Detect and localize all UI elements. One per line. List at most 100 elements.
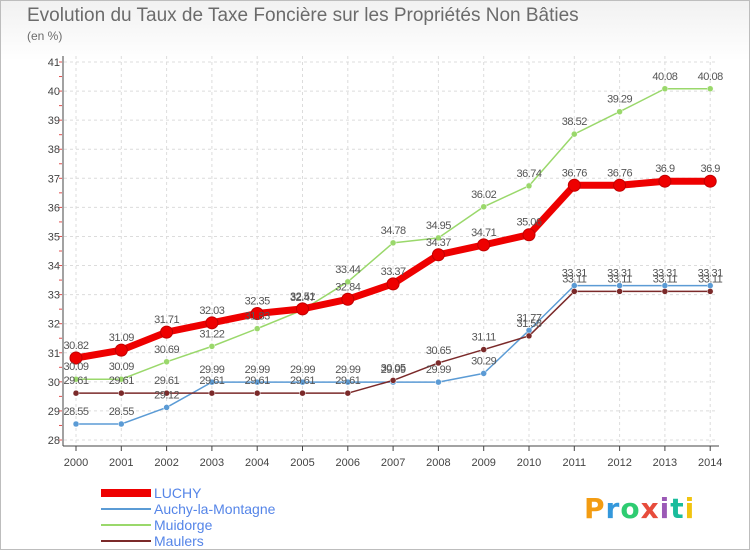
data-label: 28.55 xyxy=(63,406,88,418)
data-point xyxy=(389,239,397,247)
x-tick-label: 2002 xyxy=(154,457,178,469)
y-tick-label: 35 xyxy=(48,231,60,243)
x-tick-label: 2011 xyxy=(562,457,586,469)
data-label: 30.09 xyxy=(63,361,88,373)
data-point xyxy=(208,378,216,386)
data-point xyxy=(389,377,397,384)
data-point xyxy=(72,420,80,428)
data-label: 29.61 xyxy=(245,375,270,387)
data-point xyxy=(118,375,125,383)
data-point xyxy=(661,85,669,93)
data-point xyxy=(706,288,714,295)
data-label: 33.11 xyxy=(698,273,723,285)
x-tick-label: 2003 xyxy=(200,457,224,469)
logo-letter: i xyxy=(659,492,671,525)
logo-letter: P xyxy=(584,492,606,525)
data-label: 29.61 xyxy=(154,375,179,387)
x-tick-label: 2010 xyxy=(517,457,541,469)
data-label: 34.95 xyxy=(426,220,451,232)
chart-title: Evolution du Taux de Taxe Foncière sur l… xyxy=(27,5,579,26)
data-label: 29.61 xyxy=(109,375,134,387)
data-point xyxy=(118,389,125,397)
legend-swatch-auchy xyxy=(101,508,151,510)
data-label: 33.11 xyxy=(562,273,587,285)
data-point xyxy=(72,375,80,383)
data-point xyxy=(658,174,672,188)
data-point xyxy=(616,288,623,295)
data-label: 31.11 xyxy=(472,332,497,344)
legend-label: Auchy-la-Montagne xyxy=(154,501,276,517)
data-label: 32.47 xyxy=(290,292,315,304)
x-tick-label: 2005 xyxy=(290,457,314,469)
data-label: 29.61 xyxy=(290,375,315,387)
data-point xyxy=(480,370,487,377)
y-tick-label: 41 xyxy=(48,57,60,69)
legend-item-auchy[interactable]: Auchy-la-Montagne xyxy=(101,501,275,517)
data-label: 33.44 xyxy=(335,264,360,276)
data-point xyxy=(435,378,442,386)
data-point xyxy=(163,389,170,397)
data-label: 30.65 xyxy=(426,345,451,357)
data-label: 40.08 xyxy=(652,71,677,83)
legend-swatch-luchy xyxy=(101,489,151,497)
data-point xyxy=(250,307,264,321)
data-point xyxy=(296,302,309,316)
legend-label: LUCHY xyxy=(154,485,202,501)
data-point xyxy=(571,288,578,295)
data-point xyxy=(114,343,128,357)
data-label: 31.77 xyxy=(516,312,541,324)
data-label: 36.9 xyxy=(700,163,720,175)
y-tick-label: 38 xyxy=(48,144,60,156)
y-tick-label: 37 xyxy=(48,173,60,185)
y-tick-label: 36 xyxy=(48,202,60,214)
legend: LUCHY Auchy-la-Montagne Muidorge Maulers xyxy=(101,485,275,549)
data-point xyxy=(160,325,174,339)
data-label: 30.82 xyxy=(63,340,88,352)
data-point xyxy=(163,404,170,411)
data-point xyxy=(253,378,261,386)
x-tick-label: 2007 xyxy=(381,457,405,469)
chart-subtitle: (en %) xyxy=(27,29,63,43)
x-tick-label: 2001 xyxy=(109,457,133,469)
legend-label: Muidorge xyxy=(154,517,213,533)
y-tick-label: 28 xyxy=(48,435,60,447)
data-label: 31.58 xyxy=(516,318,541,330)
data-point xyxy=(571,130,578,138)
logo-letter: x xyxy=(640,492,660,525)
logo-letter: o xyxy=(620,492,641,525)
data-label: 31.71 xyxy=(154,314,179,326)
data-label: 29.99 xyxy=(335,364,360,376)
data-point xyxy=(480,346,487,353)
logo-letter: t xyxy=(670,492,685,525)
data-label: 33.31 xyxy=(652,268,677,280)
data-point xyxy=(431,248,445,262)
data-point xyxy=(344,278,352,286)
legend-item-luchy[interactable]: LUCHY xyxy=(101,485,275,501)
data-label: 29.99 xyxy=(426,364,451,376)
data-label: 40.08 xyxy=(698,71,723,83)
data-label: 36.76 xyxy=(607,167,632,179)
data-point xyxy=(435,359,442,367)
data-point xyxy=(205,316,219,330)
data-label: 32.03 xyxy=(199,305,224,317)
data-label: 28.55 xyxy=(109,406,134,418)
data-label: 30.05 xyxy=(381,362,406,374)
x-tick-label: 2004 xyxy=(245,457,269,469)
data-label: 34.71 xyxy=(471,227,496,239)
data-label: 32.84 xyxy=(335,281,360,293)
data-point xyxy=(344,378,352,386)
data-label: 29.99 xyxy=(381,364,406,376)
data-label: 32.51 xyxy=(290,291,315,303)
legend-item-maulers[interactable]: Maulers xyxy=(101,533,275,549)
logo-letter: r xyxy=(605,492,621,525)
data-label: 36.02 xyxy=(471,189,496,201)
legend-item-muidorge[interactable]: Muidorge xyxy=(101,517,275,533)
proxiti-logo[interactable]: Proxiti xyxy=(584,492,695,525)
data-point xyxy=(72,389,80,397)
y-tick-label: 31 xyxy=(48,348,60,360)
x-tick-label: 2009 xyxy=(471,457,495,469)
data-label: 29.61 xyxy=(63,375,88,387)
data-point xyxy=(435,234,442,242)
data-label: 33.31 xyxy=(562,268,587,280)
data-point xyxy=(299,389,306,397)
